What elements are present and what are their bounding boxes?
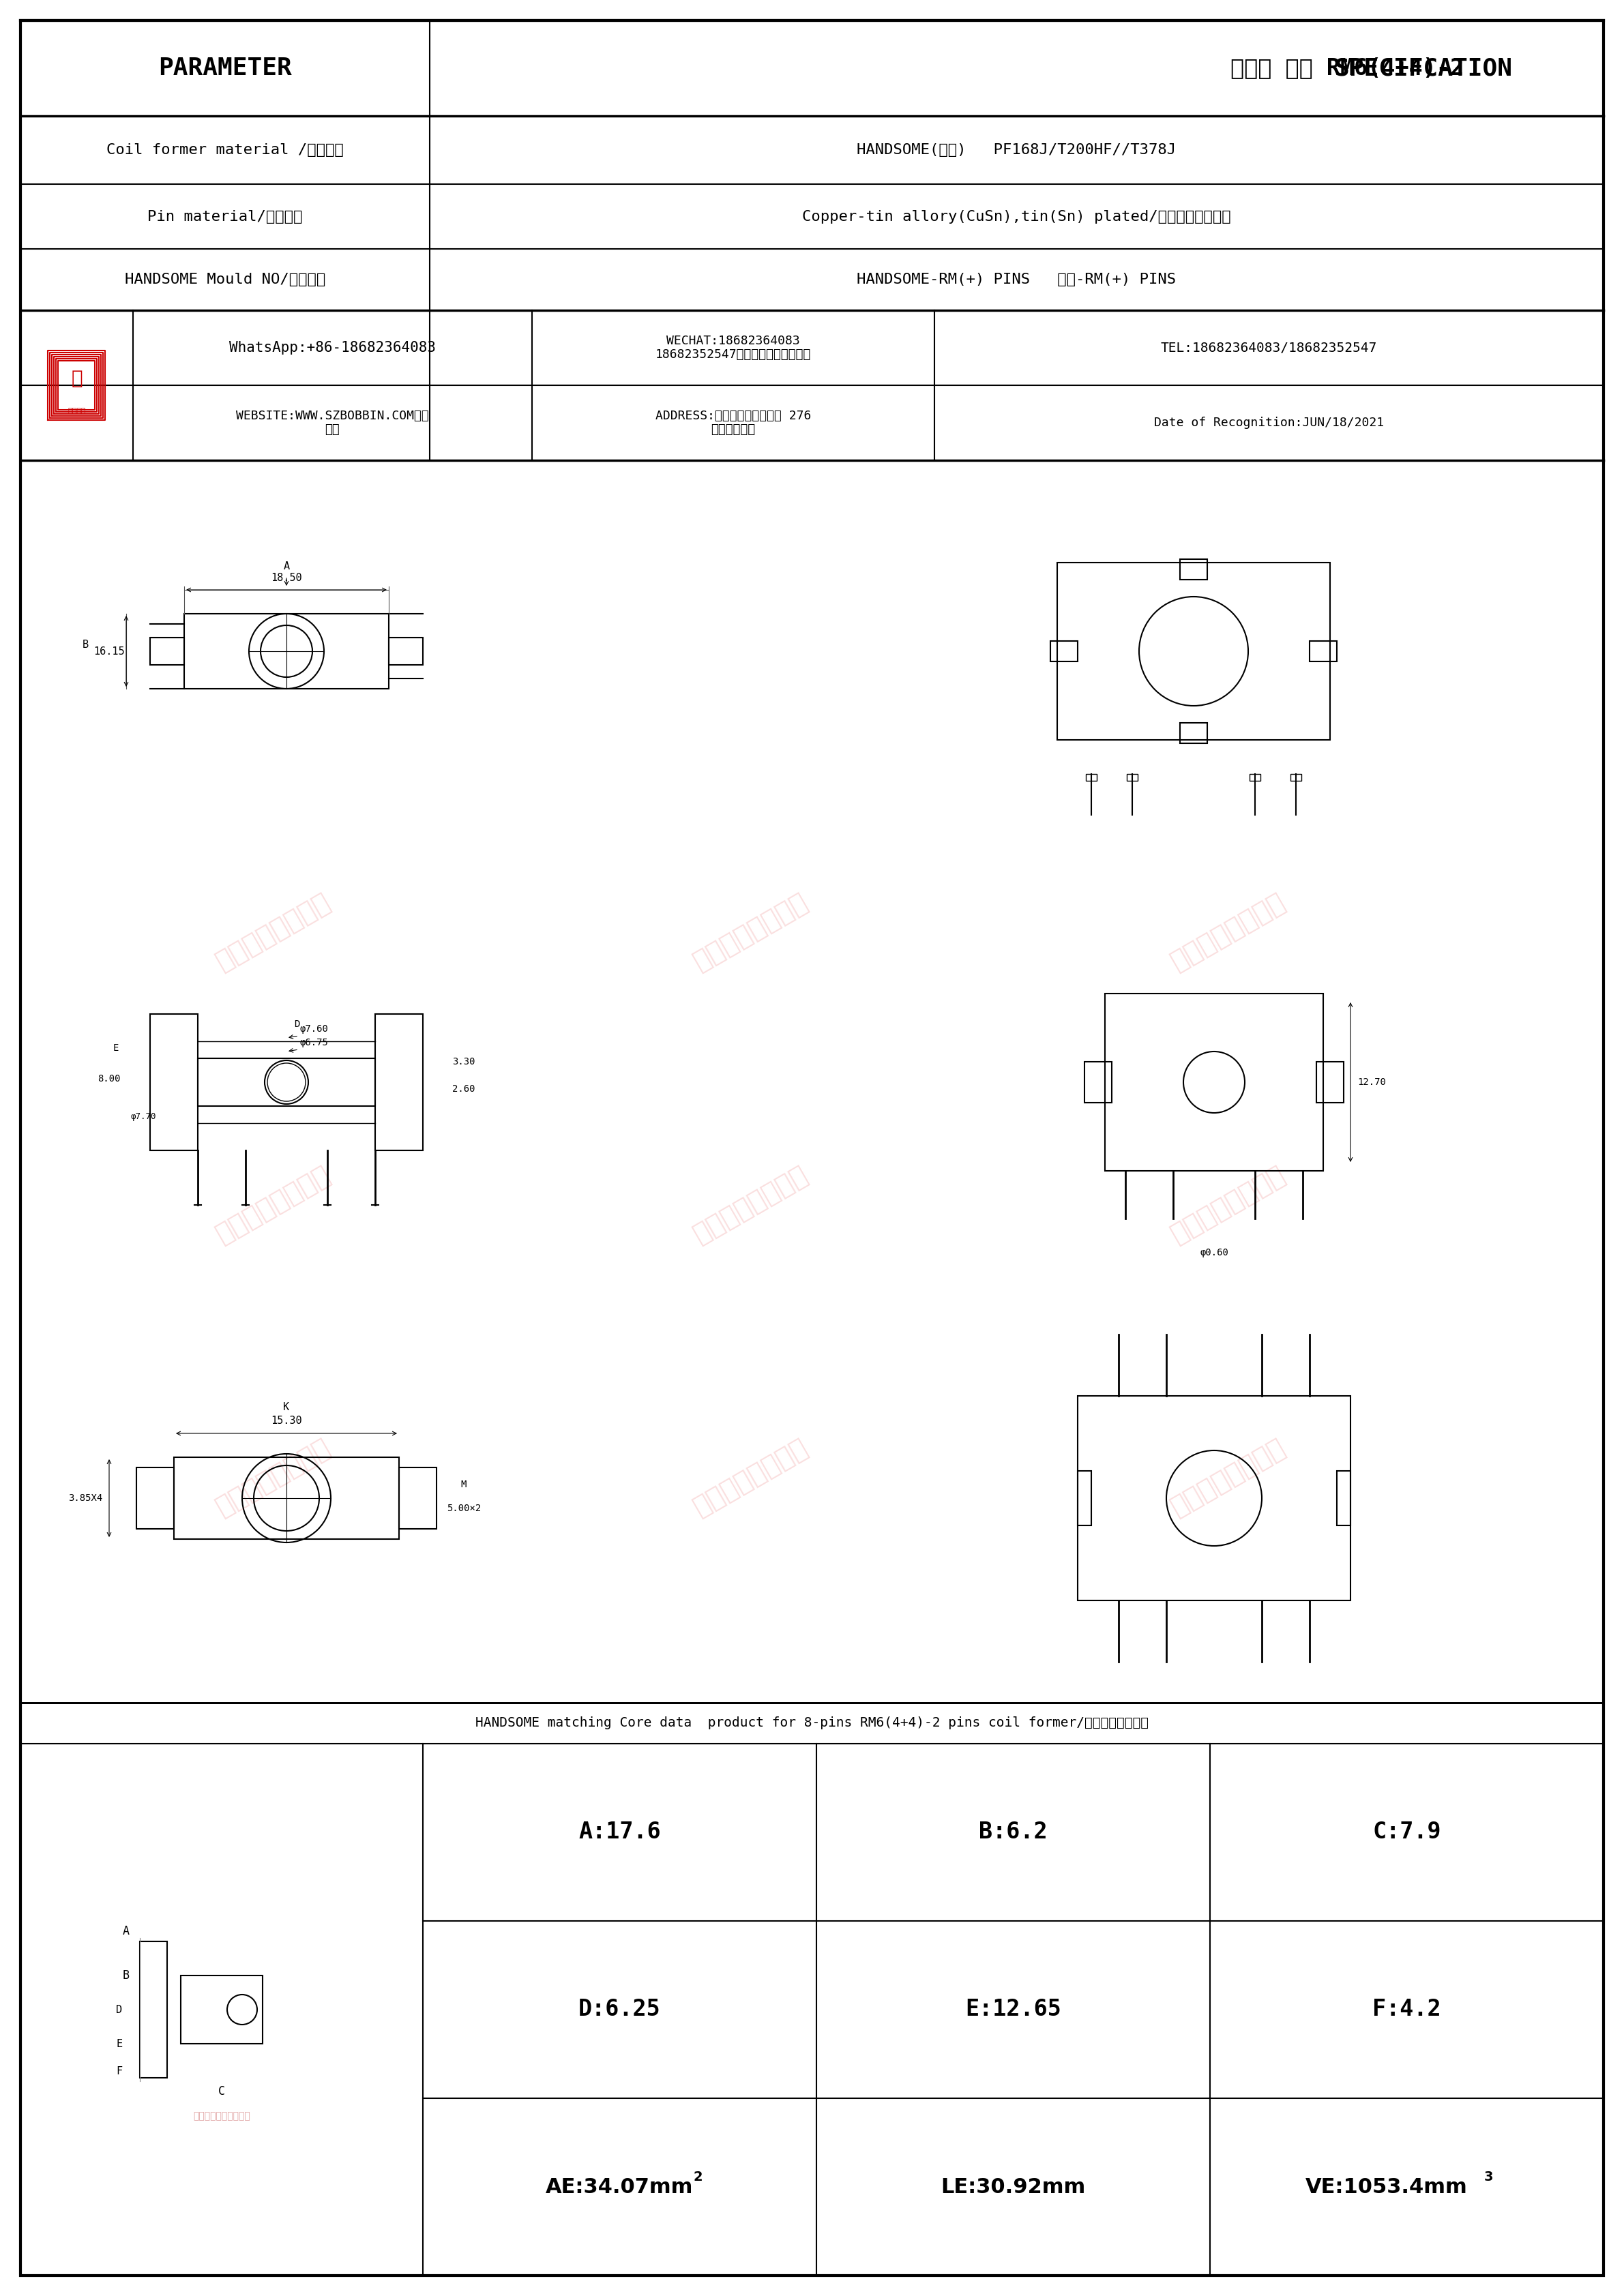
Text: φ6.75: φ6.75 [300,1038,328,1047]
Bar [1104,994,1324,1171]
Text: 15.30: 15.30 [271,1417,302,1426]
Bar [21,459,1603,1704]
Text: Date of Recognition:JUN/18/2021: Date of Recognition:JUN/18/2021 [1155,416,1384,429]
Bar [136,1467,174,1529]
Text: D: D [117,2004,122,2014]
Text: E: E [114,1042,119,1054]
Text: WEBSITE:WWW.SZBOBBIN.COM（网
站）: WEBSITE:WWW.SZBOBBIN.COM（网 站） [235,409,429,436]
Text: 2.60: 2.60 [453,1084,476,1093]
Bar [149,1015,198,1150]
Bar [198,1058,375,1107]
Text: VE:1053.4mm: VE:1053.4mm [1306,2177,1468,2197]
Text: φ7.60: φ7.60 [300,1024,328,1033]
Text: 18.50: 18.50 [271,572,302,583]
Bar [1317,1061,1343,1102]
Text: 焕升塑料有限公司: 焕升塑料有限公司 [689,889,812,976]
Text: B: B [83,638,88,650]
Text: 3.30: 3.30 [453,1056,476,1068]
Text: TEL:18682364083/18682352547: TEL:18682364083/18682352547 [1161,342,1377,354]
Bar [174,1458,400,1538]
Bar [1337,1472,1351,1525]
Text: Pin material/端子材料: Pin material/端子材料 [148,209,302,223]
Text: C:7.9: C:7.9 [1372,1821,1440,1844]
Text: 焕升塑料有限公司: 焕升塑料有限公司 [689,1162,812,1249]
Bar [184,613,388,689]
Bar [1181,723,1207,744]
Text: 12.70: 12.70 [1358,1077,1385,1086]
Text: 唐: 唐 [71,370,83,388]
Text: HANDSOME(换升)   PF168J/T200HF//T378J: HANDSOME(换升) PF168J/T200HF//T378J [857,142,1176,156]
Text: Copper-tin allory(CuSn),tin(Sn) plated/硬态镀锡铜包铜线: Copper-tin allory(CuSn),tin(Sn) plated/硬… [802,209,1231,223]
Text: Coil former material /线圈材料: Coil former material /线圈材料 [107,142,344,156]
Bar [1181,560,1207,579]
Text: 3.85X4: 3.85X4 [68,1492,102,1504]
Text: 焕升塑料有限公司: 焕升塑料有限公司 [211,1162,335,1249]
Text: ADDRESS:东莞市石排下沙大道 276
号焕升工业园: ADDRESS:东莞市石排下沙大道 276 号焕升工业园 [656,409,810,436]
Bar [1127,774,1138,781]
Text: 16.15: 16.15 [94,645,125,657]
Text: WECHAT:18682364083
18682352547（微信同号）欢迎添加: WECHAT:18682364083 18682352547（微信同号）欢迎添加 [656,335,810,360]
Bar [400,1467,437,1529]
Text: A:17.6: A:17.6 [578,1821,661,1844]
Text: A: A [123,1924,130,1938]
Text: 焕升塑料有限公司: 焕升塑料有限公司 [211,1435,335,1520]
Text: B:6.2: B:6.2 [979,1821,1047,1844]
Text: 2: 2 [693,2172,703,2183]
Text: 东莞焕升塑料有限公司: 东莞焕升塑料有限公司 [193,2112,250,2122]
Text: 焕升塑料有限公司: 焕升塑料有限公司 [1166,889,1289,976]
Text: HANDSOME Mould NO/换升品名: HANDSOME Mould NO/换升品名 [125,273,325,287]
Text: 焕升塑料有限公司: 焕升塑料有限公司 [689,1435,812,1520]
Text: 5.00×2: 5.00×2 [447,1504,481,1513]
Text: HANDSOME-RM(+) PINS   换升-RM(+) PINS: HANDSOME-RM(+) PINS 换升-RM(+) PINS [857,273,1176,287]
Bar [140,1942,167,2078]
Text: PARAMETER: PARAMETER [158,57,292,80]
Text: HANDSOME matching Core data  product for 8-pins RM6(4+4)-2 pins coil former/换升磁芯: HANDSOME matching Core data product for … [476,1717,1148,1729]
Text: 焕升塑料有限公司: 焕升塑料有限公司 [211,889,335,976]
Text: 焕升塑料有限公司: 焕升塑料有限公司 [1166,1435,1289,1520]
Text: E: E [117,2039,122,2048]
Bar [1249,774,1260,781]
Bar [1086,774,1096,781]
Text: B: B [123,1970,130,1981]
Text: AE:34.07mm: AE:34.07mm [546,2177,693,2197]
Text: E:12.65: E:12.65 [965,1998,1060,2020]
Bar [1051,641,1078,661]
Bar [375,1015,422,1150]
Text: 3: 3 [1484,2172,1492,2183]
Text: 8.00: 8.00 [97,1075,120,1084]
Text: A: A [283,560,289,572]
Text: 焕升塑料有限公司: 焕升塑料有限公司 [1166,1162,1289,1249]
Text: 焕升塑料: 焕升塑料 [68,409,86,416]
Text: F: F [117,2066,122,2076]
Bar [388,638,422,666]
Bar [1078,1472,1091,1525]
Bar [149,638,184,666]
Text: 品名： 换升 RM6(4+4)-2: 品名： 换升 RM6(4+4)-2 [1231,57,1463,80]
Bar [21,1704,1603,2275]
Text: K: K [283,1403,289,1412]
Bar [1078,1396,1351,1600]
Text: WhatsApp:+86-18682364083: WhatsApp:+86-18682364083 [229,342,435,354]
Text: M: M [461,1479,466,1490]
Bar [1085,1061,1112,1102]
Bar [1291,774,1301,781]
Text: D: D [294,1019,299,1029]
Text: C: C [218,2085,226,2099]
Text: φ7.70: φ7.70 [130,1111,156,1120]
Text: φ0.60: φ0.60 [1200,1249,1228,1258]
Text: LE:30.92mm: LE:30.92mm [940,2177,1085,2197]
Bar [180,1975,263,2043]
Text: D:6.25: D:6.25 [578,1998,661,2020]
Text: F:4.2: F:4.2 [1372,1998,1440,2020]
Text: SPECIFCATION: SPECIFCATION [1335,57,1514,80]
Bar [1057,563,1330,739]
Bar [1309,641,1337,661]
